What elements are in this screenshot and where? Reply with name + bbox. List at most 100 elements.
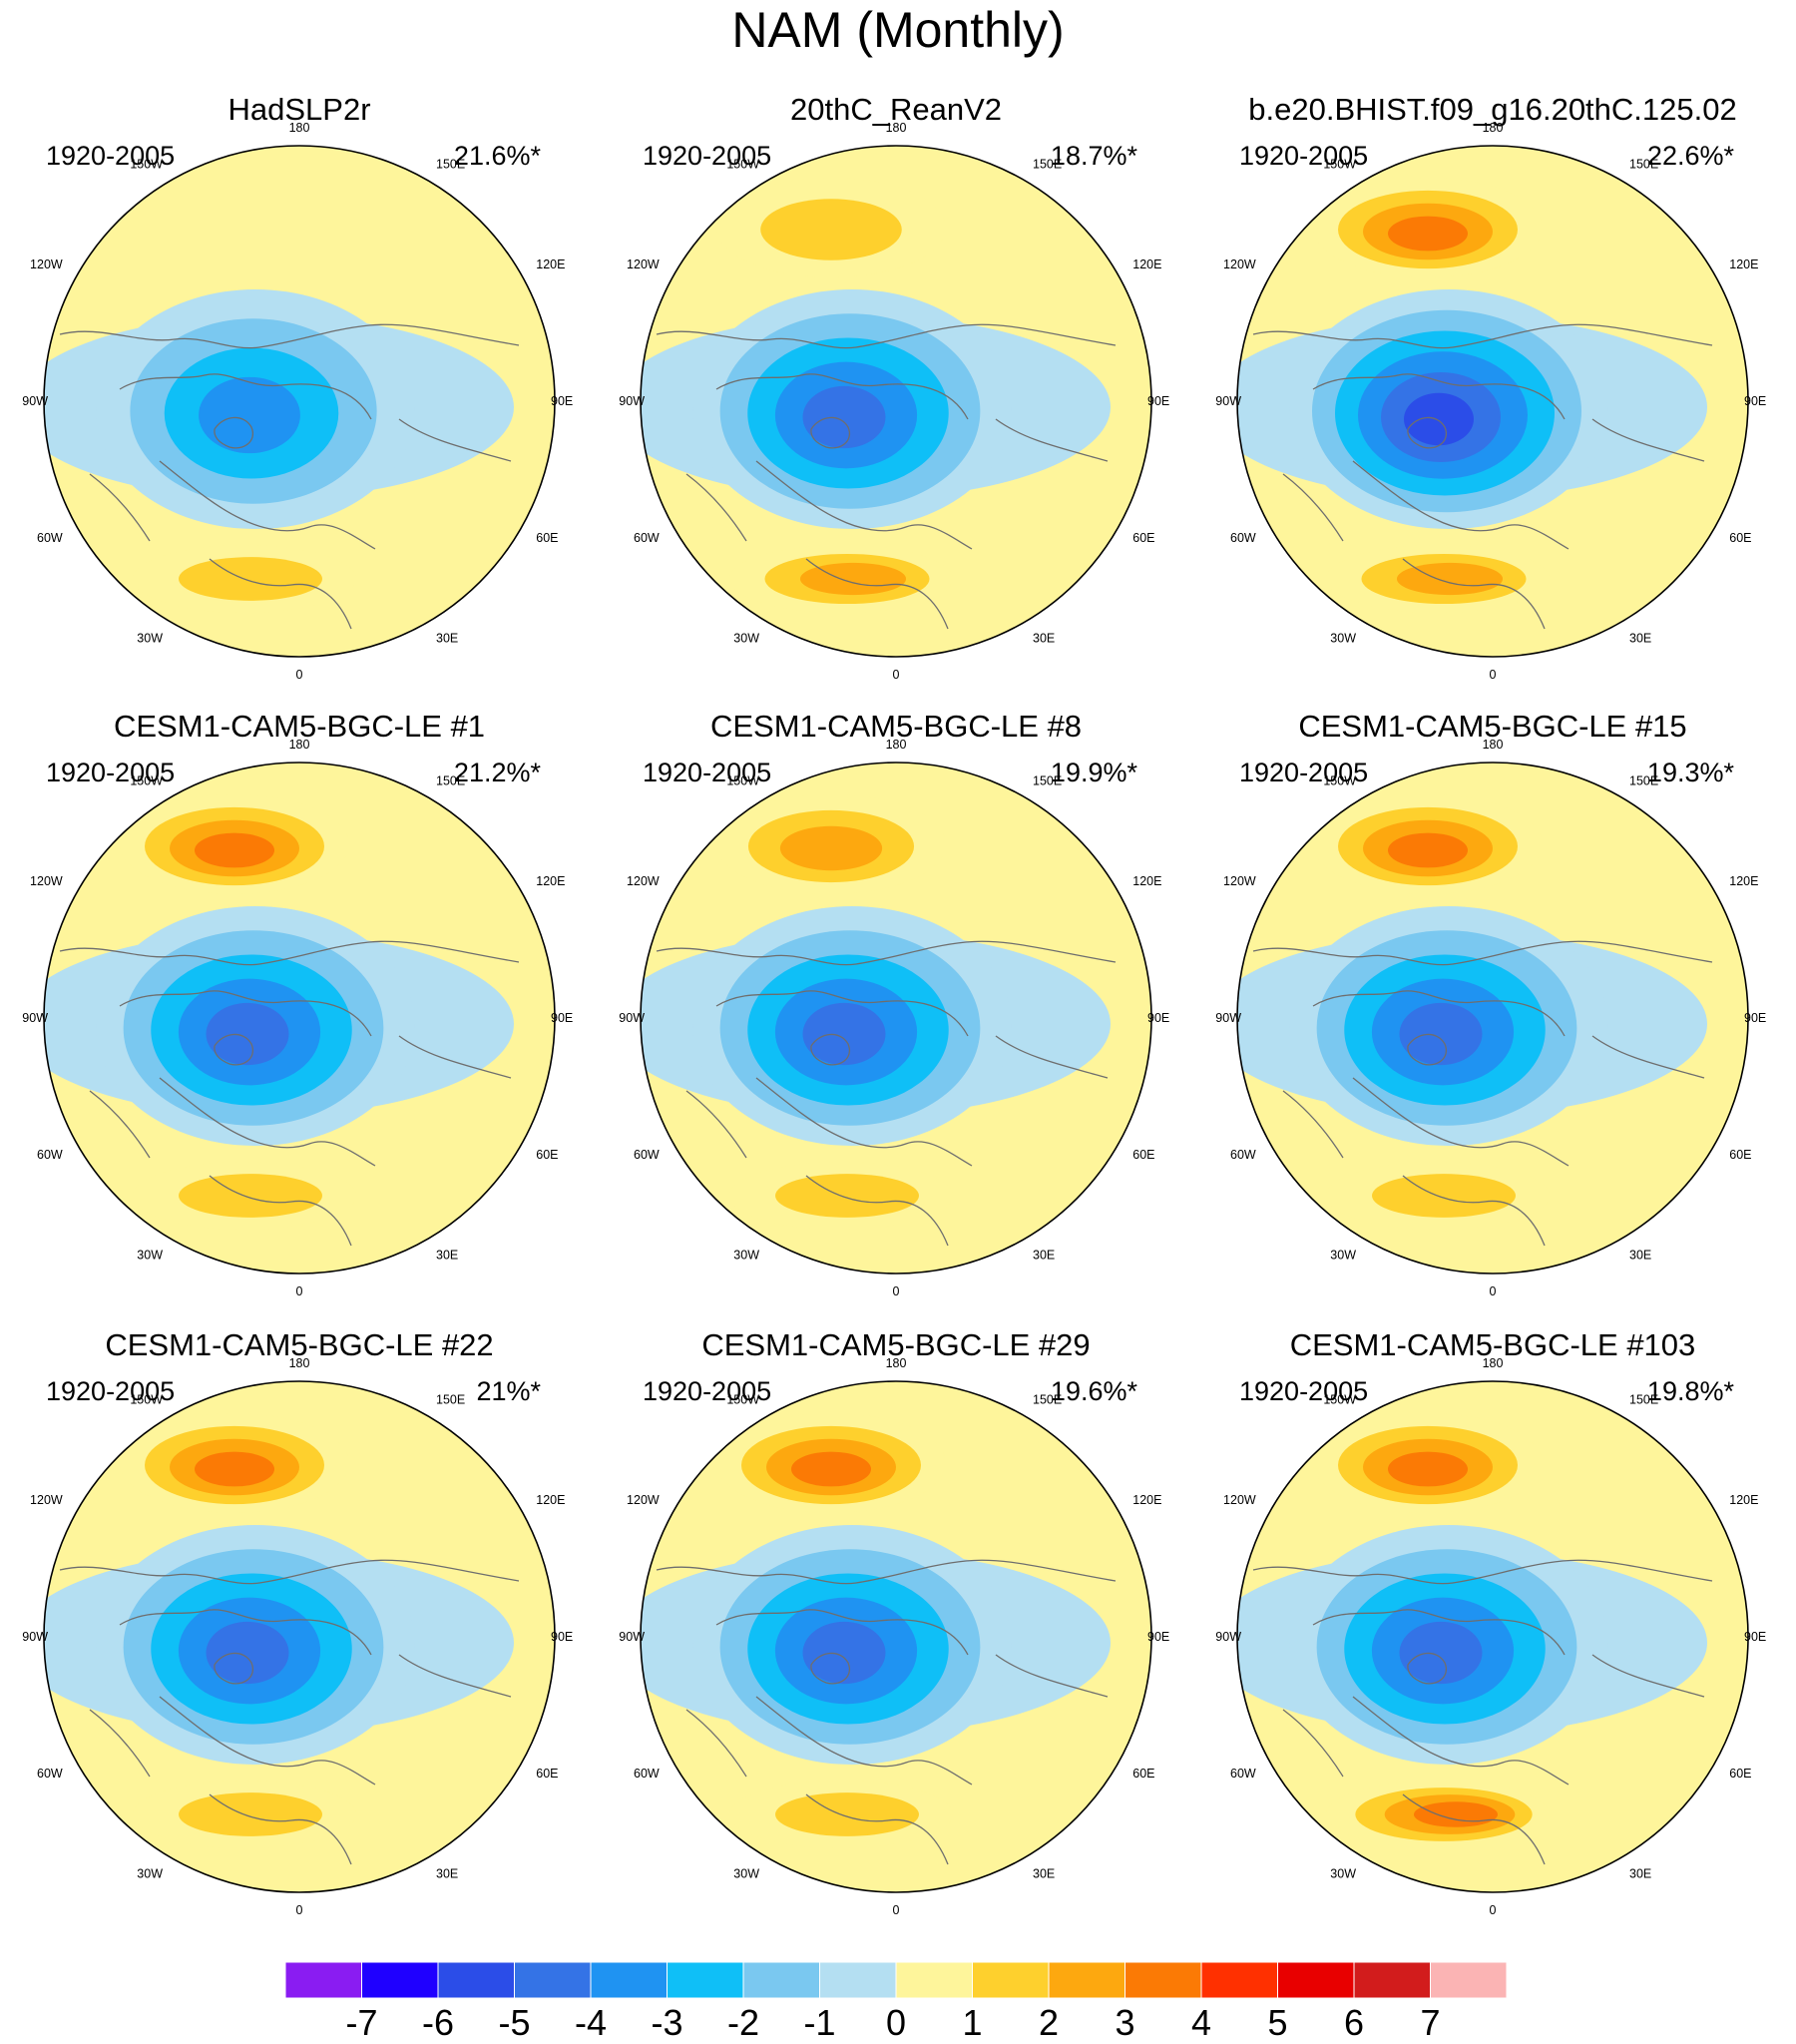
coastline <box>685 1090 747 1159</box>
panel-title: b.e20.BHIST.f09_g16.20thC.125.02 <box>1248 92 1737 127</box>
longitude-label: 90E <box>551 1011 573 1025</box>
panel-title: CESM1-CAM5-BGC-LE #15 <box>1298 709 1687 744</box>
longitude-label: 0 <box>296 1284 303 1298</box>
longitude-label: 150E <box>1033 1393 1062 1407</box>
longitude-label: 30W <box>137 1248 163 1262</box>
variance-label: 21.6%* <box>453 141 541 171</box>
colorbar-tick-label: 5 <box>1267 2002 1288 2043</box>
polar-map: 180 150E 120E 90E 60E 30E 0 30W 60W 90W 120W 150W <box>22 1356 573 1917</box>
atlantic-high-contour <box>179 1792 322 1836</box>
atlantic-high-contour <box>179 1174 322 1218</box>
longitude-label: 120E <box>1729 1493 1758 1507</box>
longitude-label: 150W <box>1323 774 1356 788</box>
longitude-label: 90W <box>1215 394 1241 408</box>
coastline <box>398 1654 512 1698</box>
coastline <box>1407 1652 1448 1685</box>
polar-map: 180 150E 120E 90E 60E 30E 0 30W 60W 90W 120W 150W <box>619 1356 1169 1917</box>
coastline <box>685 473 747 542</box>
period-label: 1920-2005 <box>46 758 176 787</box>
colorbar-swatch <box>590 1962 668 1998</box>
map-border <box>1236 1380 1749 1893</box>
atlantic-high-contour <box>799 562 907 596</box>
coastline <box>755 460 973 550</box>
coastline <box>1407 416 1448 449</box>
coastline <box>159 1696 376 1786</box>
arctic-low-contour <box>802 1002 886 1066</box>
longitude-label: 60W <box>634 1148 660 1162</box>
panel-title: 20thC_ReanV2 <box>790 92 1002 127</box>
coastline <box>159 460 376 550</box>
longitude-label: 90E <box>551 394 573 408</box>
polar-map: 180 150E 120E 90E 60E 30E 0 30W 60W 90W 120W 150W <box>619 121 1169 682</box>
longitude-label: 60W <box>634 1767 660 1781</box>
longitude-label: 150W <box>726 1393 759 1407</box>
longitude-label: 90W <box>1215 1011 1241 1025</box>
coastline <box>995 1654 1109 1698</box>
colorbar-swatch <box>895 1962 973 1998</box>
map-panel: 20thC_ReanV2 1920-2005 18.7%* 180 150E 120E 90… <box>597 90 1195 709</box>
longitude-label: 90W <box>22 1630 48 1644</box>
longitude-label: 150W <box>130 1393 163 1407</box>
coastline <box>209 1793 352 1865</box>
map-border <box>1236 145 1749 658</box>
longitude-label: 90W <box>1215 1630 1241 1644</box>
longitude-label: 120E <box>1132 1493 1161 1507</box>
panel-title: HadSLP2r <box>227 92 371 127</box>
pacific-high-contour <box>1388 832 1468 868</box>
longitude-label: 30W <box>1330 631 1356 645</box>
map-panel: CESM1-CAM5-BGC-LE #22 1920-2005 21%* 180 150… <box>0 1325 599 1944</box>
atlantic-high-contour <box>1414 1801 1498 1827</box>
coastline <box>1591 418 1705 462</box>
coastline <box>1312 1609 1566 1656</box>
coastline <box>1352 1077 1570 1167</box>
colorbar-swatch <box>819 1962 897 1998</box>
colorbar-swatch <box>1048 1962 1125 1998</box>
polar-map: 180 150E 120E 90E 60E 30E 0 30W 60W 90W 120W 150W <box>1215 1356 1766 1917</box>
longitude-label: 90E <box>551 1630 573 1644</box>
coastline <box>1312 990 1566 1037</box>
polar-map: 180 150E 120E 90E 60E 30E 0 30W 60W 90W 120W 150W <box>1215 738 1766 1298</box>
longitude-label: 150E <box>436 158 465 172</box>
period-label: 1920-2005 <box>1239 141 1369 171</box>
longitude-label: 150E <box>436 1393 465 1407</box>
coastline <box>89 1709 151 1778</box>
colorbar-tick-label: 4 <box>1190 2002 1212 2043</box>
map-border <box>43 145 556 658</box>
longitude-label: 30E <box>1033 1248 1055 1262</box>
map-panel: b.e20.BHIST.f09_g16.20thC.125.02 1920-200… <box>1193 90 1792 709</box>
coastline <box>1312 373 1566 420</box>
longitude-label: 60E <box>1729 1148 1751 1162</box>
longitude-label: 90E <box>1744 1630 1766 1644</box>
coastline <box>656 323 1117 349</box>
longitude-label: 120W <box>1223 874 1256 888</box>
longitude-label: 120E <box>536 257 565 271</box>
longitude-label: 0 <box>1490 668 1497 682</box>
coastline <box>1402 1175 1546 1247</box>
longitude-label: 30E <box>436 631 458 645</box>
pacific-high-contour <box>1388 1451 1468 1487</box>
coastline <box>715 990 969 1037</box>
coastline <box>805 558 949 630</box>
coastline <box>755 1077 973 1167</box>
longitude-label: 0 <box>893 1284 900 1298</box>
longitude-label: 90W <box>619 1630 645 1644</box>
coastline <box>59 940 520 966</box>
longitude-label: 30W <box>137 631 163 645</box>
variance-label: 22.6%* <box>1646 141 1734 171</box>
longitude-label: 120W <box>627 1493 660 1507</box>
variance-label: 21.2%* <box>453 758 541 787</box>
longitude-label: 120W <box>1223 257 1256 271</box>
coastline <box>59 323 520 349</box>
coastline <box>1402 558 1546 630</box>
colorbar-tick-label: 6 <box>1343 2002 1365 2043</box>
coastline <box>1591 1654 1705 1698</box>
longitude-label: 30W <box>1330 1248 1356 1262</box>
coastline <box>995 418 1109 462</box>
longitude-label: 120E <box>1132 874 1161 888</box>
map-panel: CESM1-CAM5-BGC-LE #29 1920-2005 19.6%* 180 1… <box>597 1325 1195 1944</box>
longitude-label: 120W <box>30 874 63 888</box>
longitude-label: 60W <box>37 1767 63 1781</box>
longitude-label: 90E <box>1147 394 1169 408</box>
coastline <box>1352 460 1570 550</box>
coastline <box>685 1709 747 1778</box>
